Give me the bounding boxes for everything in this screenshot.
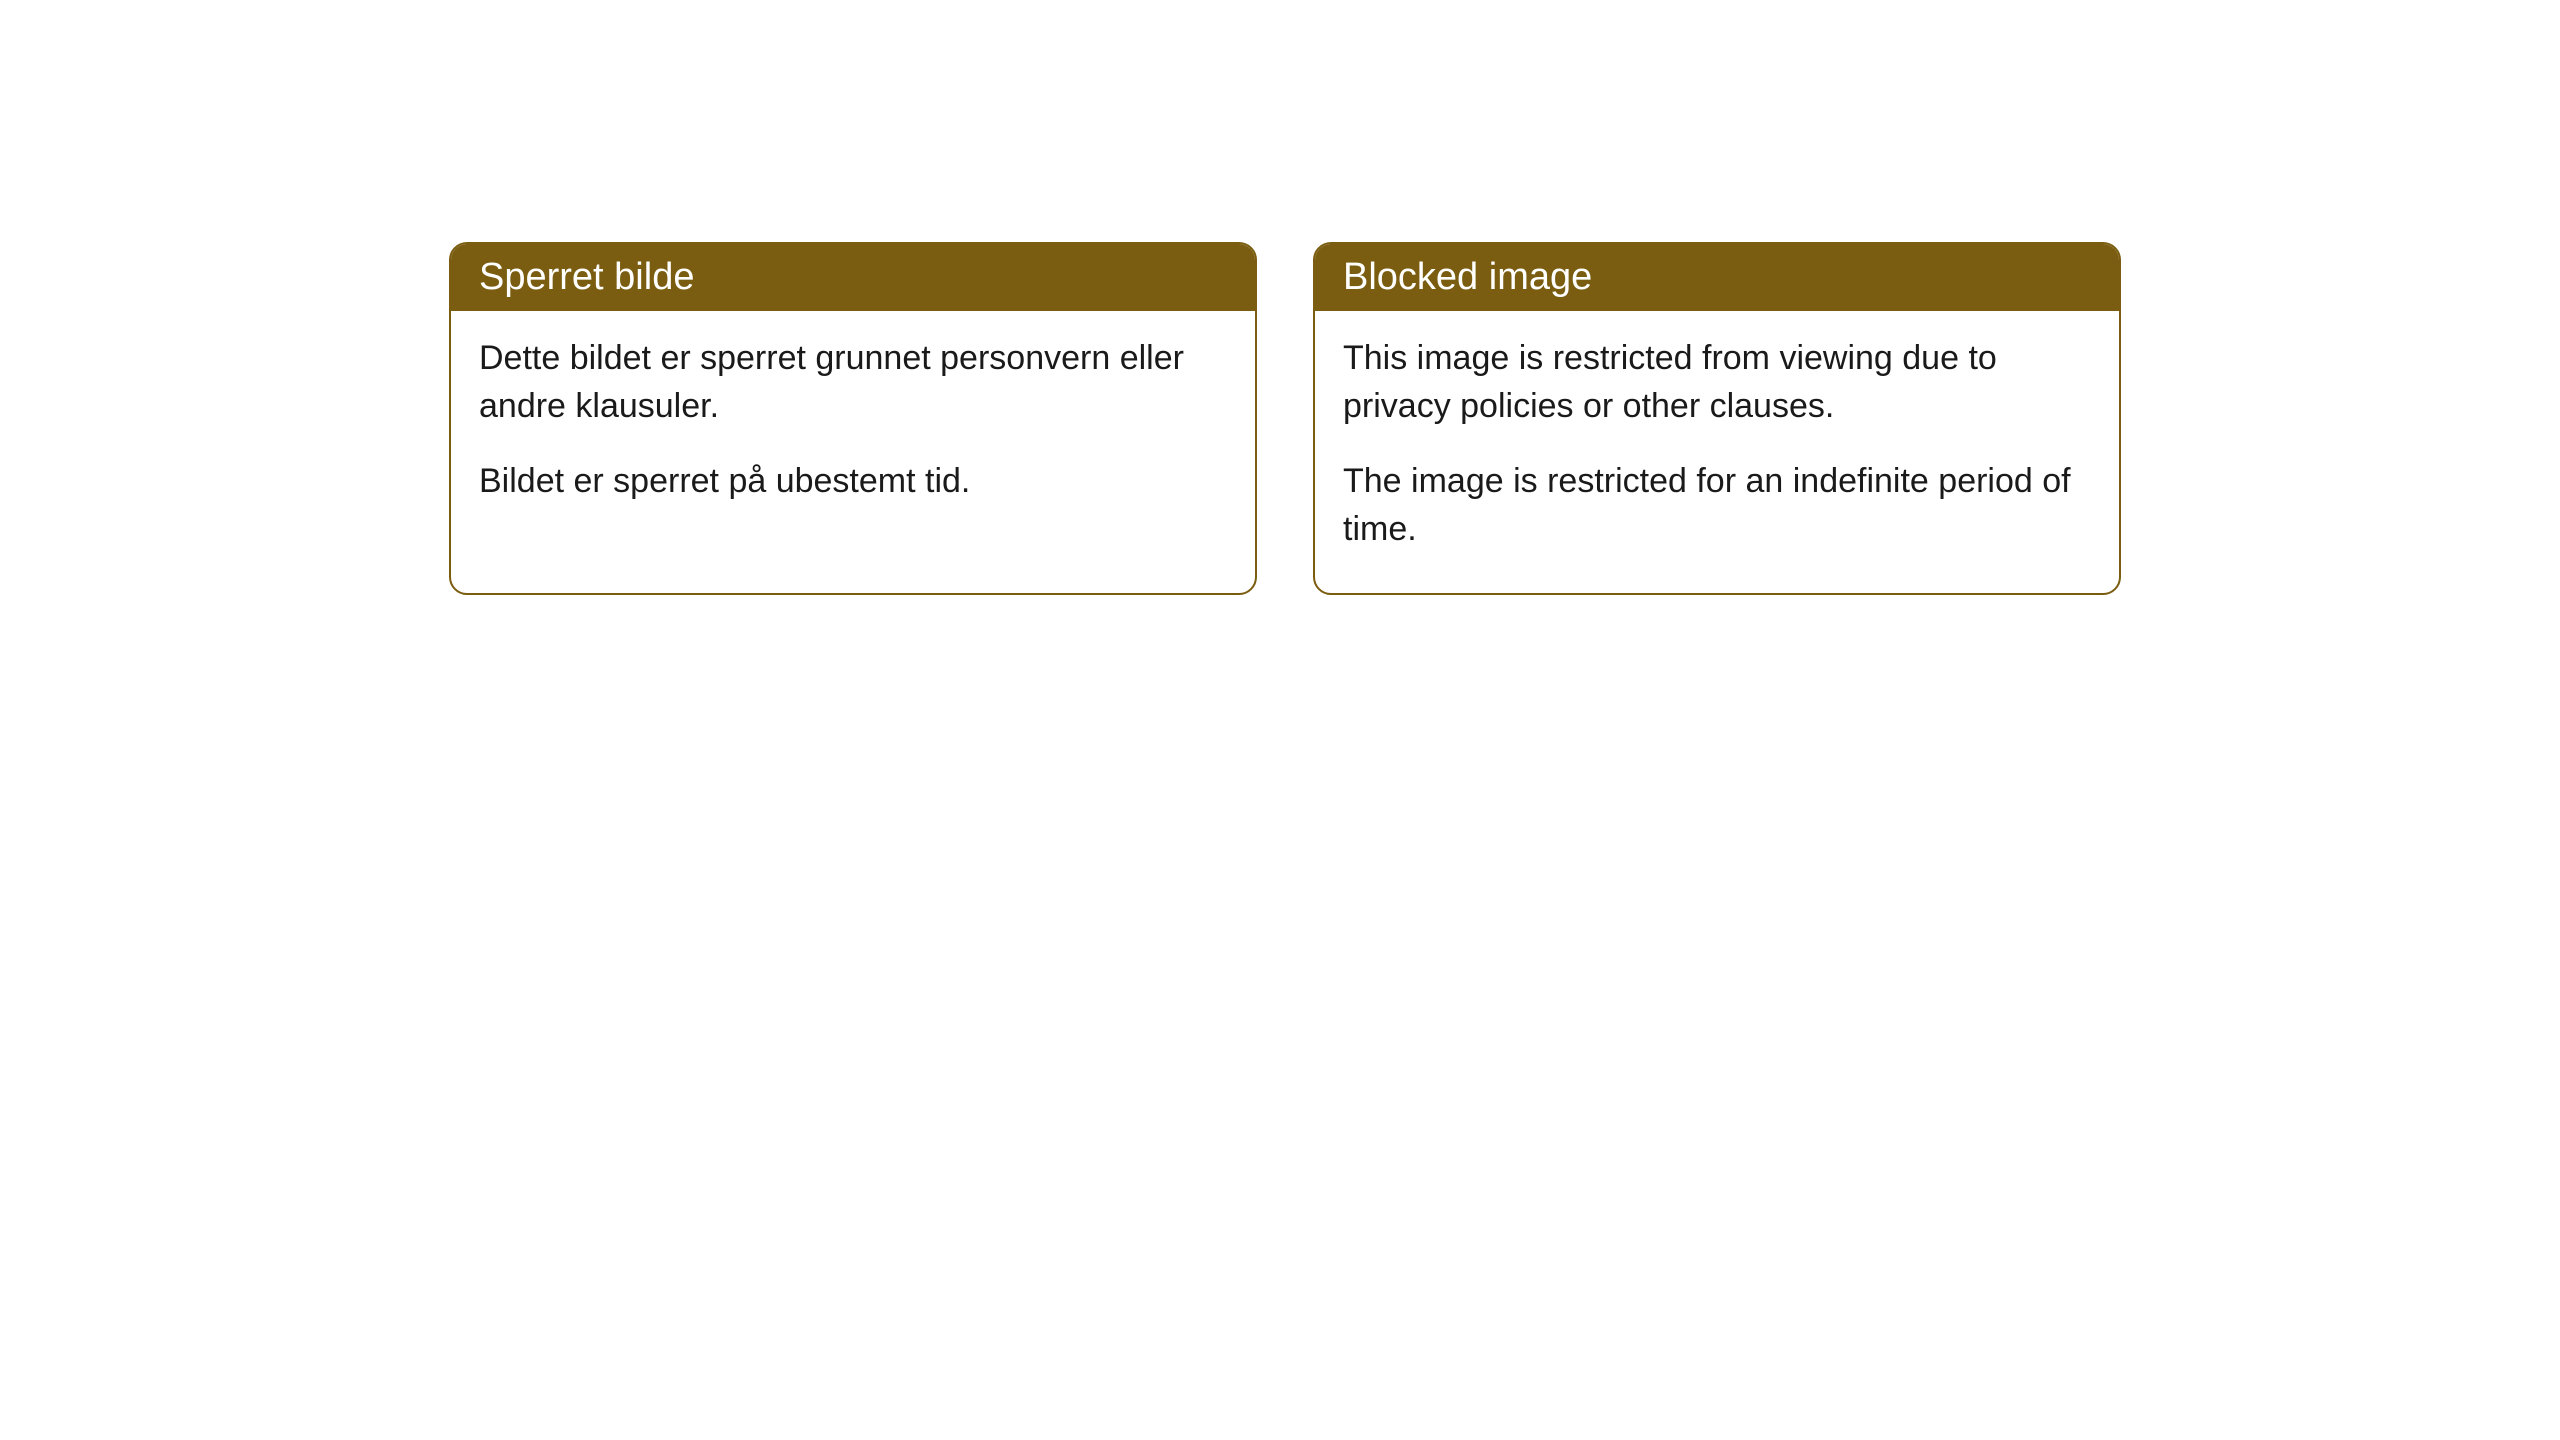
card-paragraph-1-norwegian: Dette bildet er sperret grunnet personve… — [479, 335, 1227, 430]
card-body-english: This image is restricted from viewing du… — [1315, 311, 2119, 593]
blocked-image-card-english: Blocked image This image is restricted f… — [1313, 242, 2121, 595]
card-title-norwegian: Sperret bilde — [479, 256, 694, 298]
card-paragraph-2-english: The image is restricted for an indefinit… — [1343, 458, 2091, 553]
notification-cards-container: Sperret bilde Dette bildet er sperret gr… — [449, 242, 2121, 595]
card-paragraph-2-norwegian: Bildet er sperret på ubestemt tid. — [479, 458, 1227, 506]
card-header-norwegian: Sperret bilde — [451, 244, 1255, 311]
card-header-english: Blocked image — [1315, 244, 2119, 311]
blocked-image-card-norwegian: Sperret bilde Dette bildet er sperret gr… — [449, 242, 1257, 595]
card-paragraph-1-english: This image is restricted from viewing du… — [1343, 335, 2091, 430]
card-body-norwegian: Dette bildet er sperret grunnet personve… — [451, 311, 1255, 546]
card-title-english: Blocked image — [1343, 256, 1592, 298]
